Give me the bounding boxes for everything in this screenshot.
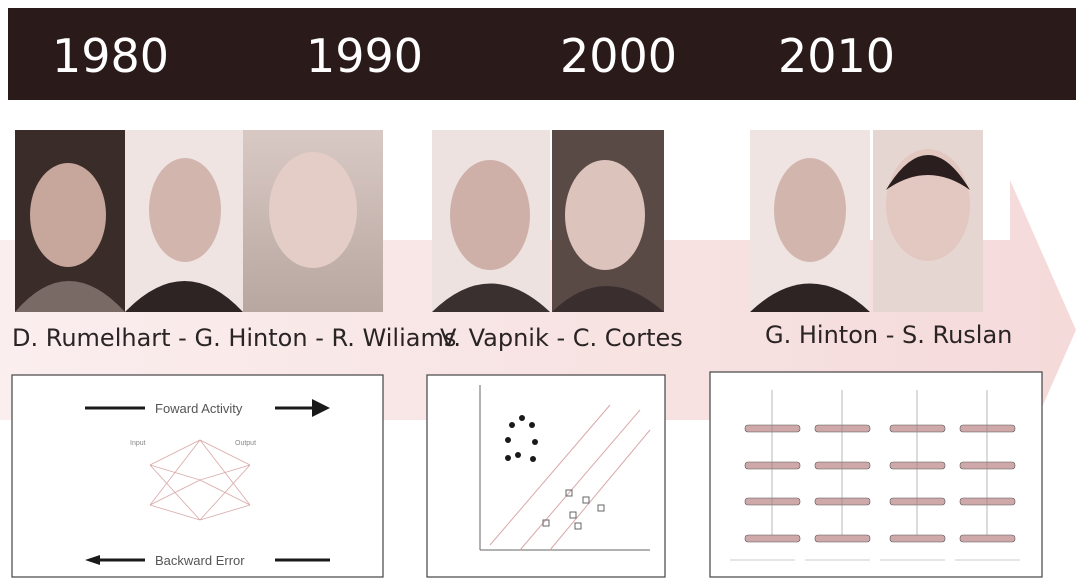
portraits	[15, 130, 983, 312]
backprop-diagram: Foward Activity Input Output Backward Er…	[12, 375, 383, 577]
caption: G. Hinton - S. Ruslan	[765, 321, 1012, 349]
year: 2000	[560, 29, 677, 83]
caption: V. Vapnik - C. Cortes	[440, 324, 683, 352]
timeline-infographic: 1980 1990 2000 2010 D. Rumelhart - G. Hi…	[0, 0, 1076, 579]
dbn-diagram	[710, 372, 1042, 577]
label: Input	[130, 440, 146, 447]
label: Foward Activity	[155, 401, 243, 416]
portrait	[15, 130, 125, 312]
label: Backward Error	[155, 553, 245, 568]
year: 2010	[778, 29, 895, 83]
year: 1990	[306, 29, 423, 83]
svm-diagram	[427, 375, 665, 577]
portrait	[125, 130, 243, 312]
portrait	[432, 130, 550, 312]
portrait	[873, 130, 983, 312]
portrait	[750, 130, 870, 312]
portrait	[552, 130, 664, 312]
label: Output	[235, 440, 256, 447]
year: 1980	[52, 29, 169, 83]
caption: D. Rumelhart - G. Hinton - R. Wiliams	[12, 324, 456, 352]
portrait	[243, 130, 383, 312]
